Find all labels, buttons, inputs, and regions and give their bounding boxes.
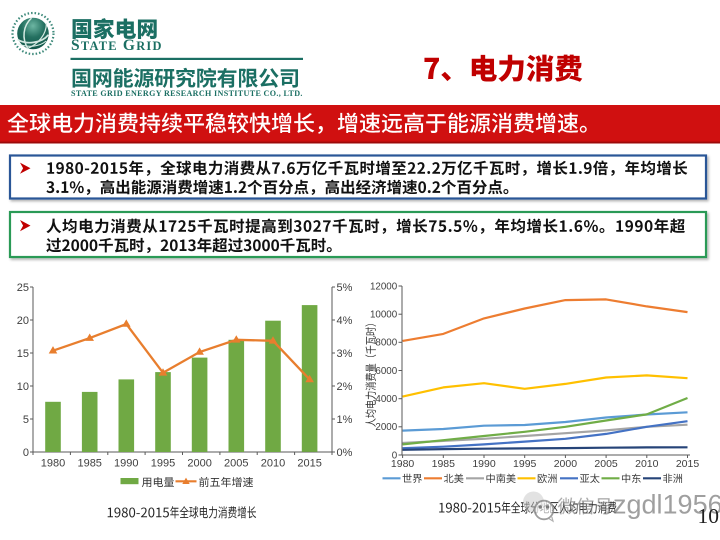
svg-text:STATE GRID: STATE GRID — [71, 37, 163, 54]
svg-text:1990: 1990 — [114, 458, 138, 470]
svg-text:4%: 4% — [337, 315, 353, 327]
svg-text:0%: 0% — [337, 447, 353, 459]
svg-text:2005: 2005 — [224, 458, 248, 470]
svg-text:12000: 12000 — [370, 281, 398, 292]
svg-text:15: 15 — [17, 348, 29, 360]
svg-text:2000: 2000 — [187, 458, 211, 470]
svg-text:1995: 1995 — [151, 458, 175, 470]
svg-text:1990: 1990 — [472, 458, 496, 470]
svg-text:2005: 2005 — [594, 458, 618, 470]
svg-text:6000: 6000 — [375, 366, 397, 377]
svg-text:STATE GRID ENERGY RESEARCH INS: STATE GRID ENERGY RESEARCH INSTITUTE CO.… — [71, 89, 303, 98]
svg-text:10: 10 — [698, 504, 720, 528]
svg-text:2%: 2% — [337, 381, 353, 393]
svg-text:2015: 2015 — [297, 458, 321, 470]
svg-text:25: 25 — [17, 282, 29, 294]
svg-text:1995: 1995 — [513, 458, 537, 470]
svg-text:1980: 1980 — [41, 458, 65, 470]
svg-text:2015: 2015 — [676, 458, 700, 470]
svg-text:4000: 4000 — [375, 394, 397, 405]
svg-text:1%: 1% — [337, 414, 353, 426]
svg-text:10000: 10000 — [370, 310, 398, 321]
svg-text:10: 10 — [17, 381, 29, 393]
svg-text:3%: 3% — [337, 348, 353, 360]
svg-text:20: 20 — [17, 315, 29, 327]
svg-text:2000: 2000 — [554, 458, 578, 470]
svg-text:1980: 1980 — [391, 458, 415, 470]
svg-text:2010: 2010 — [261, 458, 285, 470]
svg-text:5: 5 — [23, 414, 29, 426]
svg-text:0: 0 — [392, 450, 398, 461]
svg-text:2000: 2000 — [375, 422, 397, 433]
svg-text:2010: 2010 — [635, 458, 659, 470]
svg-text:8000: 8000 — [375, 338, 397, 349]
svg-text:5%: 5% — [337, 282, 353, 294]
svg-text:0: 0 — [23, 447, 29, 459]
svg-text:1985: 1985 — [432, 458, 456, 470]
svg-text:zgdl1956: zgdl1956 — [613, 490, 720, 520]
svg-text:1985: 1985 — [77, 458, 101, 470]
